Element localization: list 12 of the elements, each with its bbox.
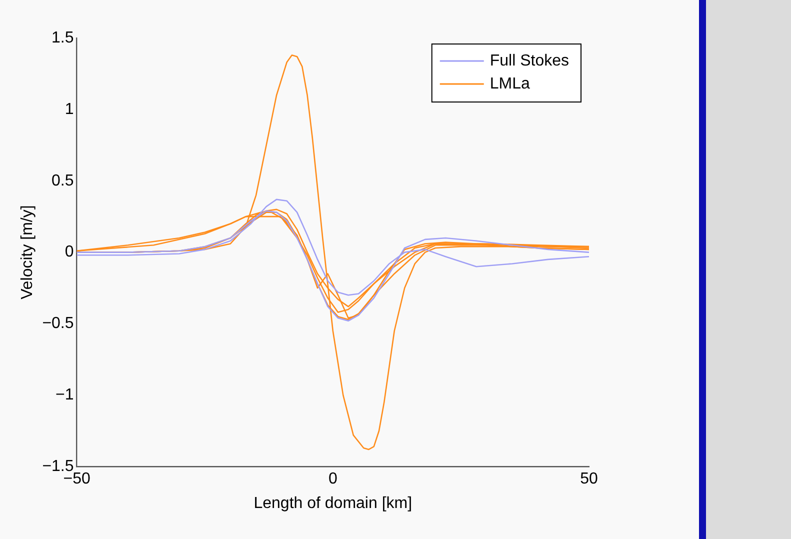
y-tick-label: 0.5 (52, 172, 74, 190)
x-tick-label: 50 (580, 470, 598, 488)
y-axis-title: Velocity [m/y] (19, 205, 36, 300)
y-tick-label: 0 (64, 244, 74, 261)
legend-label: Full Stokes (490, 52, 569, 70)
x-axis-title: Length of domain [km] (254, 494, 412, 512)
y-tick-label: −1 (56, 386, 74, 404)
x-tick-label: 0 (328, 470, 338, 488)
y-tick-label: 1 (64, 100, 74, 118)
legend-label: LMLa (490, 75, 530, 92)
y-tick-label: 1.5 (52, 29, 74, 46)
y-tick-label: −0.5 (42, 315, 74, 332)
